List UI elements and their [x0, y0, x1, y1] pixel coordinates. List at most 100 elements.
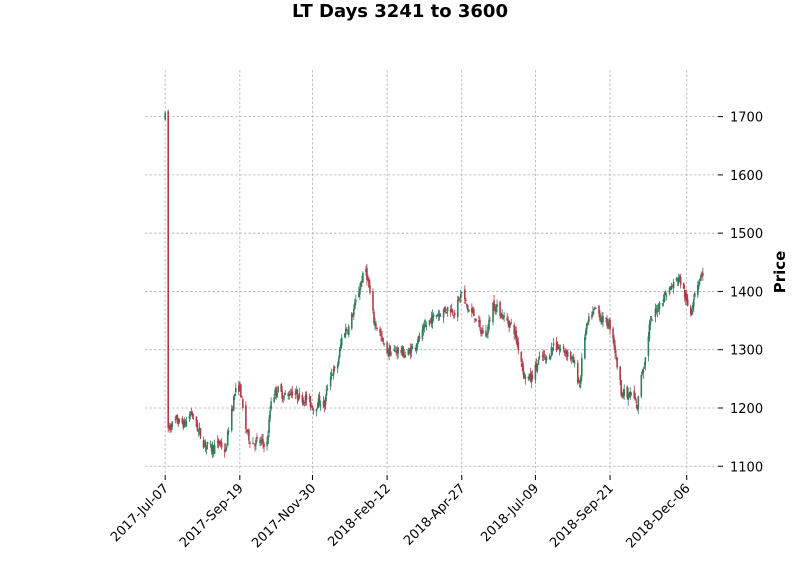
candle-body: [679, 277, 682, 285]
candle-body: [463, 289, 466, 300]
candle-body: [260, 440, 262, 443]
candle-body: [390, 352, 392, 354]
y-tick-label: 1400: [730, 285, 763, 300]
candle-body: [664, 291, 667, 295]
candle-body: [580, 376, 582, 384]
candle-body: [494, 309, 496, 311]
candle-body: [318, 395, 321, 404]
candle-body: [247, 429, 249, 431]
candle-body: [386, 342, 388, 354]
candle-body: [252, 442, 254, 444]
candle-body: [443, 307, 446, 310]
candle-body: [344, 328, 347, 335]
candle-body: [467, 305, 469, 310]
candle-body: [647, 336, 650, 356]
candle-body: [324, 397, 327, 405]
candle-body: [195, 416, 198, 427]
candle-body: [393, 349, 395, 351]
candle-body: [683, 290, 686, 298]
candle-body: [541, 355, 544, 357]
candle-body: [480, 329, 482, 334]
candle-body: [339, 344, 342, 348]
candle-body: [544, 357, 547, 359]
candle-body: [231, 407, 234, 409]
candle-body: [416, 343, 419, 347]
candle-body: [317, 398, 320, 409]
candle-body: [699, 278, 701, 281]
candle-body: [516, 339, 519, 343]
candle-body: [212, 445, 215, 452]
candle-body: [268, 418, 270, 433]
candle-body: [690, 310, 693, 315]
candle-body: [636, 404, 639, 410]
chart-title: LT Days 3241 to 3600: [292, 1, 508, 22]
candle-body: [326, 388, 329, 390]
candle-body: [654, 308, 657, 318]
candle-body: [601, 317, 603, 323]
candle-body: [218, 442, 221, 444]
candle-body: [262, 439, 264, 444]
candle-body: [557, 346, 560, 349]
candle-body: [217, 439, 220, 445]
candle-body: [274, 389, 276, 395]
candle-body: [266, 441, 268, 446]
candle-body: [354, 302, 356, 309]
candle-body: [343, 333, 346, 338]
candle-body: [627, 393, 630, 400]
candle-body: [267, 435, 269, 444]
candle-body: [376, 327, 378, 329]
candle-body: [404, 354, 407, 358]
candle-body: [492, 302, 494, 323]
candle-body: [456, 299, 459, 318]
candle-body: [428, 320, 431, 325]
candle-body: [479, 319, 481, 328]
candle-body: [368, 279, 370, 288]
candle-body: [640, 374, 643, 397]
candle-body: [570, 356, 573, 360]
candle-body: [684, 295, 687, 300]
candle-body: [242, 399, 244, 408]
candle-body: [682, 282, 685, 289]
candle-body: [615, 354, 617, 356]
candle-body: [181, 418, 184, 424]
candle-body: [662, 298, 665, 303]
candle-body: [401, 347, 404, 354]
candle-body: [423, 324, 426, 329]
candle-body: [616, 357, 618, 368]
candle-body: [675, 277, 678, 281]
candle-body: [702, 272, 704, 276]
candle-body: [402, 346, 405, 357]
candle-body: [276, 392, 278, 398]
candle-body: [556, 346, 559, 350]
candle-body: [559, 349, 562, 351]
candle-body: [190, 411, 193, 414]
candle-body: [452, 315, 455, 317]
candle-body: [593, 308, 595, 311]
candle-body: [259, 440, 261, 443]
candle-body: [232, 396, 235, 411]
candle-body: [280, 384, 282, 392]
candle-body: [240, 384, 242, 398]
x-tick-label: 2017-Jul-07: [108, 481, 172, 545]
candle-body: [460, 291, 463, 293]
candle-body: [202, 440, 205, 448]
candle-body: [614, 345, 616, 354]
candle-body: [224, 448, 227, 452]
candle-body: [323, 401, 326, 407]
candle-body: [499, 302, 501, 317]
candle-body: [700, 275, 702, 282]
candle-body: [230, 409, 233, 431]
candle-body: [170, 427, 173, 430]
candle-body: [527, 376, 530, 379]
candle-body: [515, 330, 518, 341]
candle-body: [689, 306, 692, 314]
candle-body: [213, 444, 216, 454]
candle-body: [177, 423, 180, 425]
candle-body: [424, 324, 427, 326]
candle-body: [537, 359, 540, 365]
candle-body: [298, 393, 301, 398]
x-tick-label: 2018-Feb-12: [325, 481, 394, 550]
candle-body: [302, 399, 305, 405]
candle-body: [164, 112, 166, 120]
